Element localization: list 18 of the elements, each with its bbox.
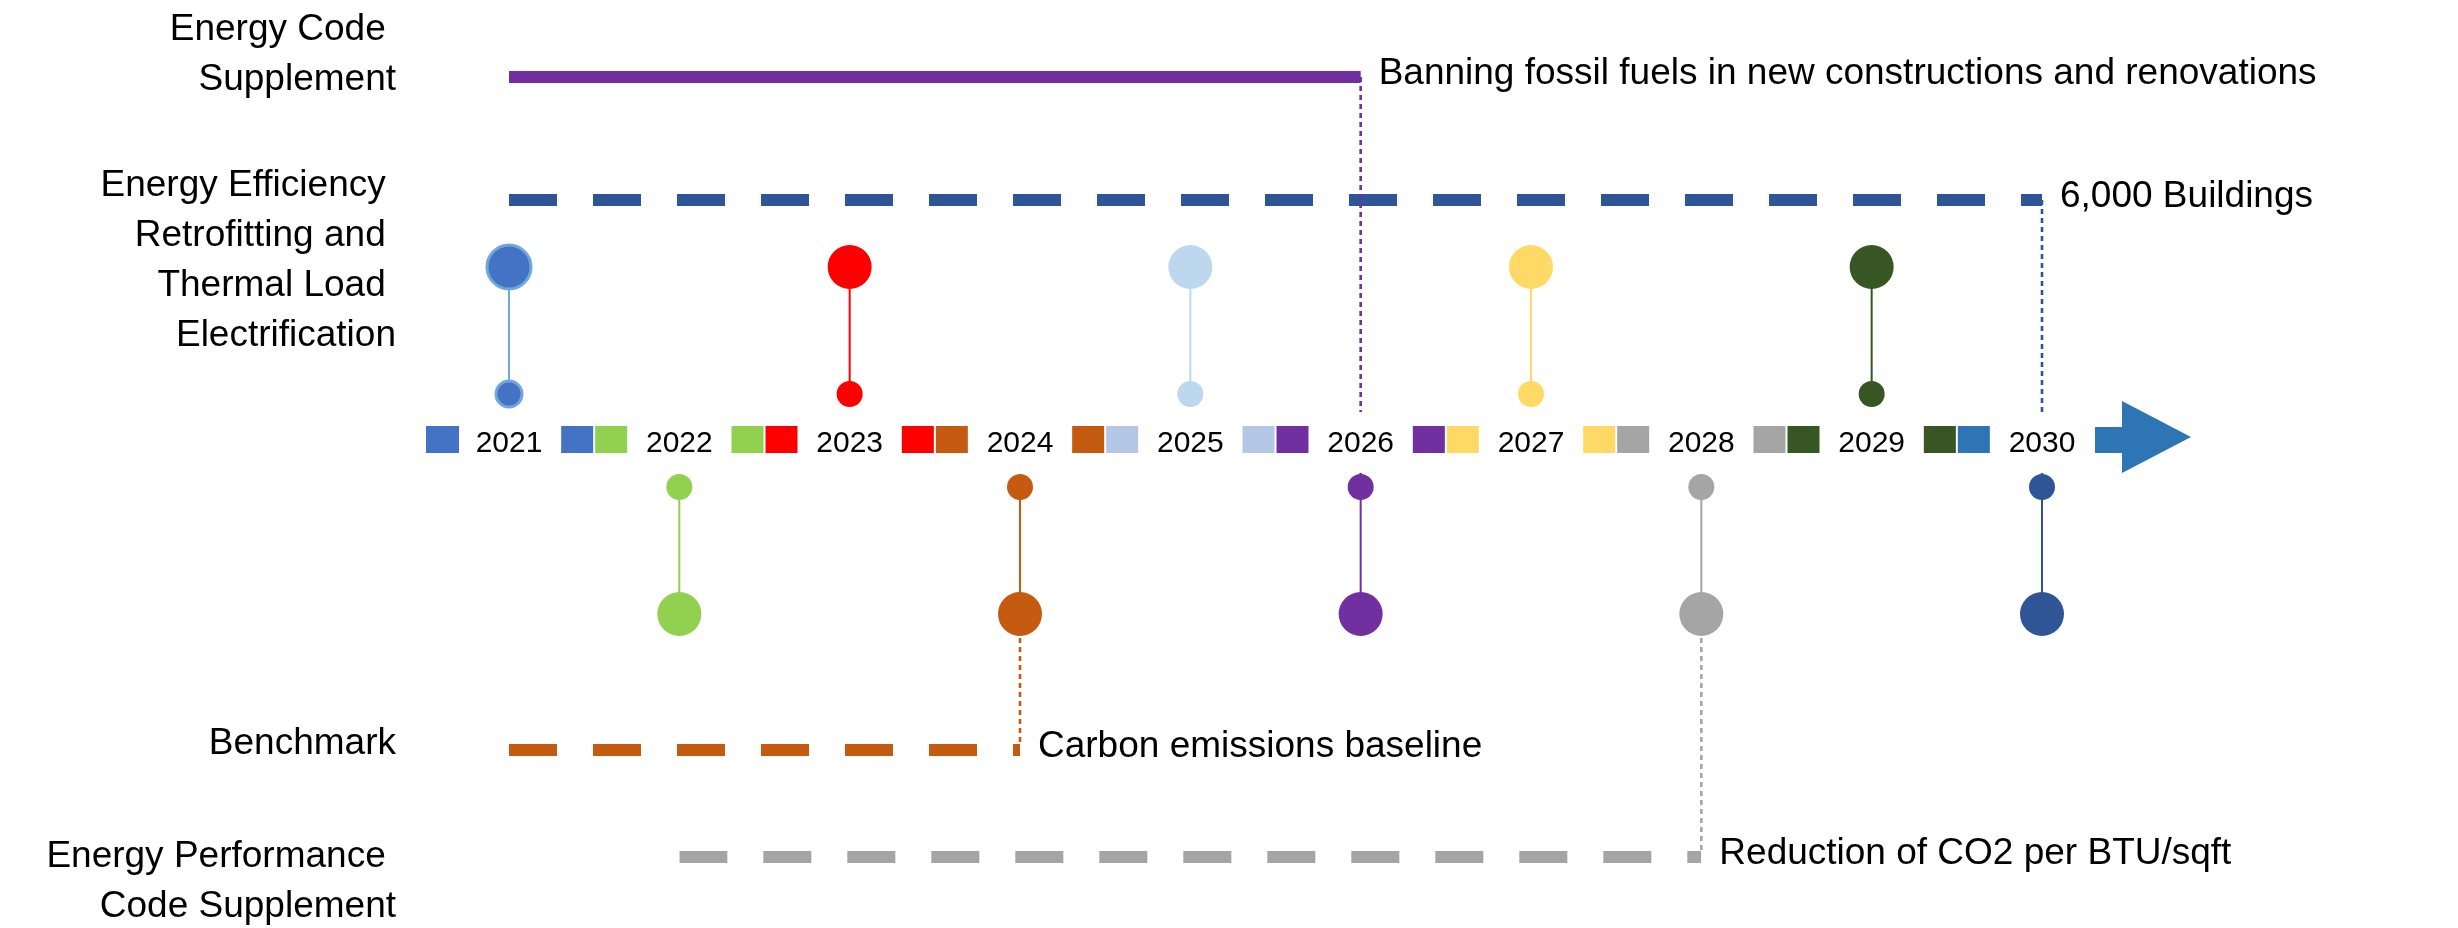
x-tick-label: 2025 bbox=[1156, 424, 1224, 458]
y-tick-label: Energy Performance Code Supplement bbox=[46, 833, 397, 925]
annotation: Carbon emissions baseline bbox=[1038, 723, 1483, 765]
x-tick-label: 2024 bbox=[986, 424, 1054, 458]
x-tick-label: 2021 bbox=[475, 424, 543, 458]
x-tick-label: 2029 bbox=[1838, 424, 1906, 458]
annotation: Reduction of CO2 per BTU/sqft bbox=[1719, 830, 2233, 872]
x-tick-label: 2022 bbox=[645, 424, 713, 458]
y-tick-label: Benchmark bbox=[208, 720, 397, 762]
y-tick-label: Energy Code Supplement bbox=[169, 6, 397, 98]
y-tick-label: Energy Efficiency Retrofitting and Thermal Load Electrification bbox=[100, 162, 396, 354]
x-tick-label: 2027 bbox=[1497, 424, 1565, 458]
x-tick-label: 2023 bbox=[816, 424, 884, 458]
text: 6,000 Buildings bbox=[2060, 173, 2314, 215]
x-tick-label: 2026 bbox=[1327, 424, 1395, 458]
annotation: Banning fossil fuels in new constructions and renovations bbox=[1378, 50, 2317, 92]
x-tick-label: 2030 bbox=[2008, 424, 2076, 458]
x-tick-label: 2028 bbox=[1667, 424, 1735, 458]
